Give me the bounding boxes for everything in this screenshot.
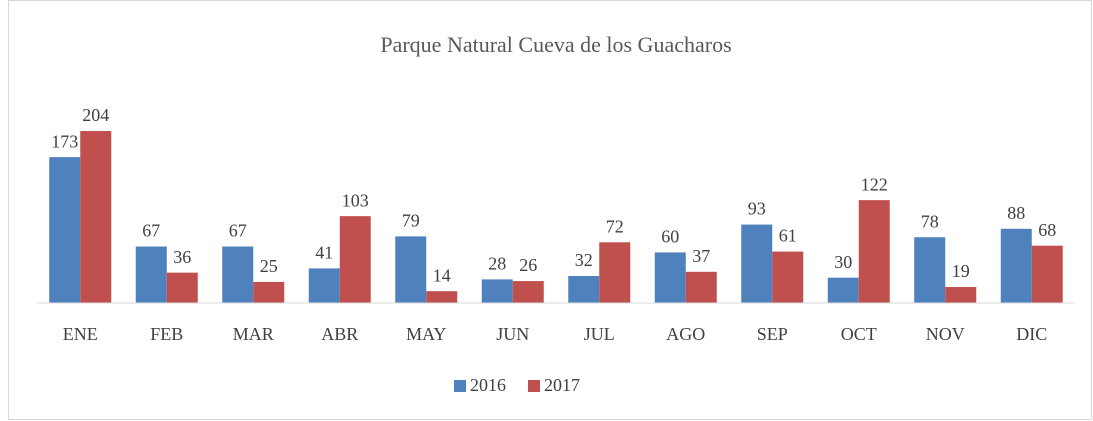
x-tick-label: SEP (757, 324, 788, 344)
legend-label: 2016 (470, 375, 506, 395)
data-label: 93 (748, 199, 766, 219)
data-label: 61 (779, 226, 797, 246)
bar (135, 246, 167, 303)
x-tick-label: JUL (584, 324, 615, 344)
data-label: 25 (260, 256, 278, 276)
data-label: 122 (861, 174, 888, 194)
data-label: 103 (342, 190, 369, 210)
data-label: 67 (142, 221, 160, 241)
bar (512, 281, 544, 303)
data-label: 32 (575, 250, 593, 270)
data-label: 173 (51, 131, 78, 151)
data-label: 36 (173, 247, 191, 267)
x-tick-label: FEB (150, 324, 183, 344)
bar (339, 216, 371, 303)
data-label: 30 (834, 252, 852, 272)
data-label: 28 (488, 254, 506, 274)
data-label: 79 (402, 211, 420, 231)
bar (166, 272, 198, 303)
legend-swatch (528, 380, 540, 392)
bar (253, 281, 285, 303)
bar (741, 224, 773, 303)
chart-title: Parque Natural Cueva de los Guacharos (380, 32, 731, 57)
bar (945, 286, 977, 303)
bar (1000, 228, 1032, 303)
data-label: 78 (921, 211, 939, 231)
data-label: 60 (661, 227, 679, 247)
bar (222, 246, 254, 303)
x-tick-label: ABR (321, 324, 358, 344)
bar (1031, 245, 1063, 303)
data-label: 19 (952, 261, 970, 281)
data-label: 72 (606, 216, 624, 236)
x-tick-label: OCT (841, 324, 877, 344)
bar (568, 276, 600, 303)
data-label: 204 (82, 105, 109, 125)
data-label: 68 (1038, 220, 1056, 240)
bar (858, 200, 890, 303)
bar (827, 277, 859, 303)
data-label: 88 (1007, 203, 1025, 223)
bar (599, 242, 631, 303)
x-tick-label: ENE (63, 324, 98, 344)
chart-border (8, 0, 1092, 420)
bar (772, 251, 804, 303)
bar (481, 279, 513, 303)
legend-swatch (454, 380, 466, 392)
bar (395, 236, 427, 303)
data-label: 37 (692, 246, 710, 266)
x-tick-label: MAY (406, 324, 446, 344)
legend-label: 2017 (544, 375, 580, 395)
x-tick-label: AGO (666, 324, 705, 344)
x-tick-label: JUN (496, 324, 529, 344)
bar (914, 237, 946, 303)
bar (685, 271, 717, 303)
data-label: 14 (433, 265, 451, 285)
bar (426, 291, 458, 303)
data-label: 26 (519, 255, 537, 275)
bar (49, 157, 81, 303)
bar (80, 131, 112, 303)
data-label: 41 (315, 243, 333, 263)
x-tick-label: NOV (926, 324, 965, 344)
data-label: 67 (229, 221, 247, 241)
bar (308, 268, 340, 303)
x-tick-label: DIC (1016, 324, 1047, 344)
bar (654, 252, 686, 303)
x-tick-label: MAR (233, 324, 274, 344)
